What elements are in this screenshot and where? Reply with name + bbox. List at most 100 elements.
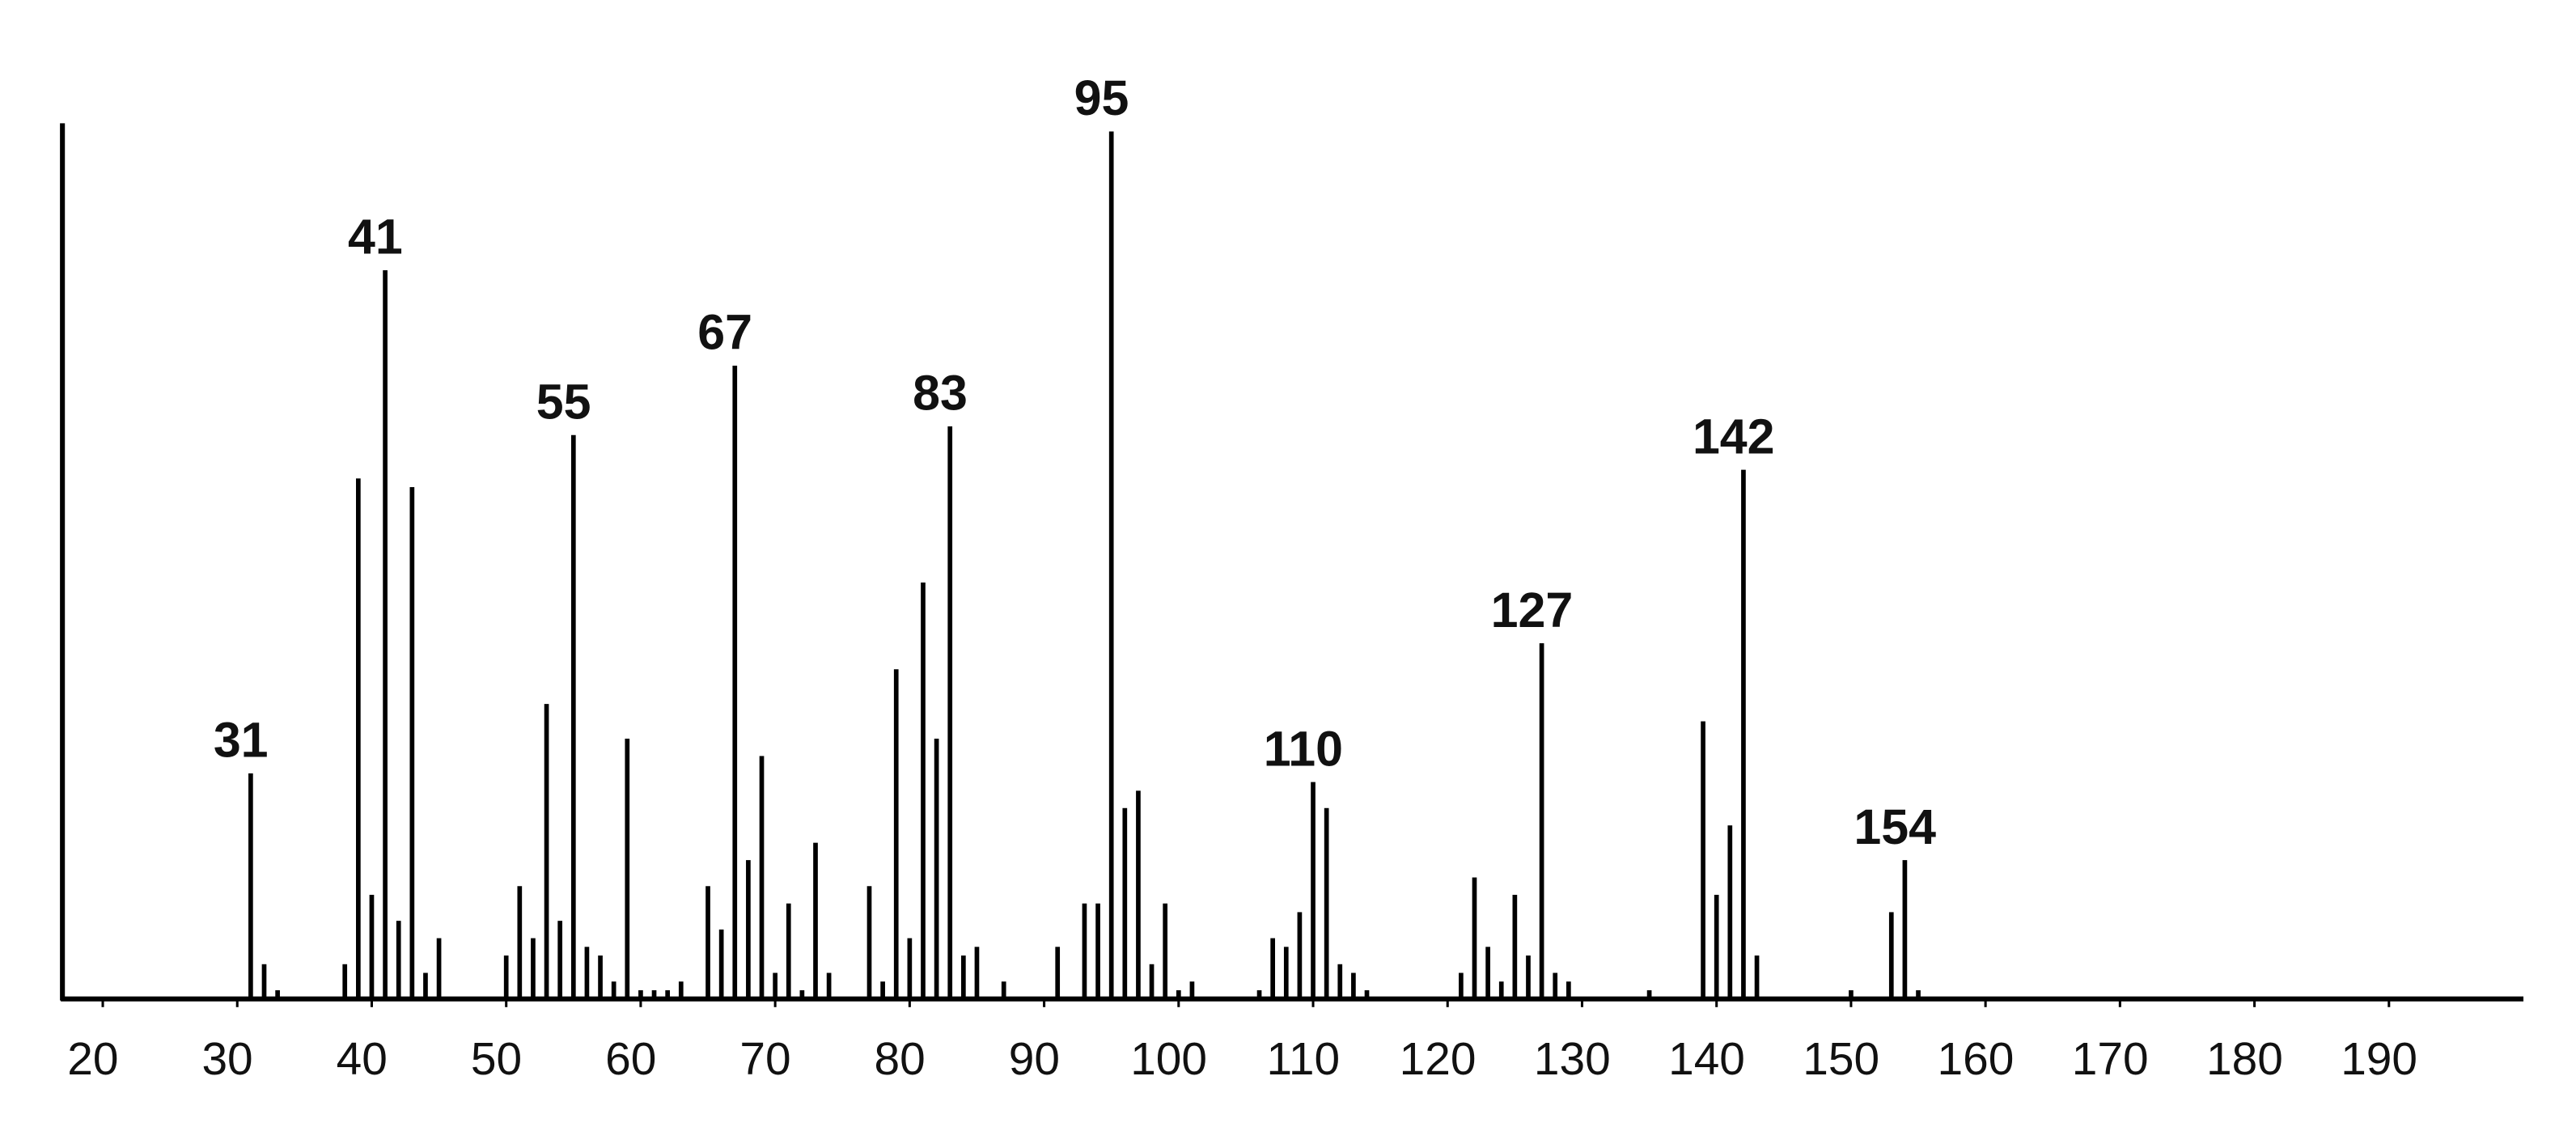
peak-bar <box>718 929 724 999</box>
x-tick-label: 30 <box>201 1034 252 1085</box>
peak-bar <box>947 426 953 999</box>
peak-bar <box>934 739 939 999</box>
peak-bar <box>1189 981 1195 999</box>
x-tick-label: 80 <box>875 1034 926 1085</box>
peak-bar <box>813 842 818 999</box>
peak-label: 154 <box>1854 799 1936 854</box>
peak-bar <box>1741 469 1746 999</box>
peak-bar <box>773 972 777 999</box>
peak-label: 31 <box>214 713 269 768</box>
peak-bar <box>383 270 388 999</box>
peak-bar <box>1283 947 1289 999</box>
peak-bar <box>584 947 590 999</box>
peak-bar <box>1311 782 1316 999</box>
peak-bar <box>1136 790 1141 999</box>
x-tick-label: 170 <box>2072 1034 2149 1085</box>
peak-bar <box>732 365 738 999</box>
peak-bar <box>1714 894 1719 999</box>
peak-label: 67 <box>697 305 752 360</box>
peak-bar <box>1108 131 1114 999</box>
peak-bar <box>678 981 684 999</box>
peak-bar <box>1270 938 1276 999</box>
peak-bar <box>1727 825 1733 999</box>
peak-bar <box>261 964 267 999</box>
peak-bar <box>1526 955 1531 999</box>
peak-bar <box>517 886 523 999</box>
peak-bar <box>423 972 428 999</box>
peak-bar <box>570 434 576 999</box>
peak-bar <box>436 938 442 999</box>
peak-bar <box>1459 972 1464 999</box>
peak-bar <box>1566 981 1571 999</box>
peak-bar <box>1916 989 1921 999</box>
peak-bar <box>611 981 616 999</box>
peak-bar <box>1888 912 1894 999</box>
peak-bar <box>1553 972 1558 999</box>
peak-bar <box>342 964 348 999</box>
peak-bar <box>1176 989 1181 999</box>
peak-bar <box>1485 947 1490 999</box>
peak-bar <box>1095 903 1100 999</box>
peak-bar <box>369 894 375 999</box>
peak-bar <box>1539 643 1544 999</box>
peak-bar <box>759 756 765 999</box>
peak-label: 127 <box>1491 583 1574 638</box>
peak-bar <box>974 947 980 999</box>
peak-bar <box>531 938 536 999</box>
peak-bar <box>503 955 509 999</box>
peak-bar <box>893 669 899 999</box>
peak-bar <box>1337 964 1343 999</box>
peak-bar <box>1498 981 1504 999</box>
peak-bar <box>1324 807 1329 999</box>
peak-label: 95 <box>1074 70 1129 125</box>
x-tick-label: 60 <box>605 1034 656 1085</box>
x-tick-label: 130 <box>1534 1034 1611 1085</box>
peak-label: 110 <box>1264 721 1343 776</box>
x-tick-label: 190 <box>2341 1034 2417 1085</box>
peak-bar <box>1754 955 1760 999</box>
peak-bar <box>1472 877 1477 999</box>
peak-bar <box>248 773 253 999</box>
peak-bar <box>705 886 710 999</box>
peak-bar <box>665 989 671 999</box>
peak-bar <box>1646 989 1652 999</box>
x-tick-label: 100 <box>1130 1034 1207 1085</box>
peak-bar <box>598 955 603 999</box>
x-tick-label: 70 <box>739 1034 790 1085</box>
x-tick-label: 120 <box>1400 1034 1477 1085</box>
peak-bar <box>1055 947 1061 999</box>
x-tick-label: 140 <box>1668 1034 1745 1085</box>
x-tick-label: 150 <box>1803 1034 1879 1085</box>
peak-bar <box>396 921 401 999</box>
peak-bar <box>1122 807 1128 999</box>
peak-bar <box>1849 989 1854 999</box>
x-tick-label: 180 <box>2206 1034 2283 1085</box>
x-tick-label: 110 <box>1267 1034 1341 1085</box>
peak-bar <box>826 972 832 999</box>
peak-bar <box>651 989 657 999</box>
peak-bar <box>799 989 805 999</box>
peak-bar <box>1082 903 1087 999</box>
peak-label: 142 <box>1693 409 1775 464</box>
peak-bar <box>625 739 630 999</box>
peak-label: 55 <box>536 374 591 429</box>
peak-bar <box>1701 721 1705 999</box>
x-tick-label: 160 <box>1938 1034 2015 1085</box>
peak-bar <box>638 989 643 999</box>
peak-bar <box>880 981 885 999</box>
peak-bar <box>1149 964 1155 999</box>
x-tick-label: 50 <box>471 1034 522 1085</box>
peak-bar <box>1256 989 1262 999</box>
peak-bar <box>1297 912 1303 999</box>
peak-bar <box>1512 894 1518 999</box>
peak-bar <box>1001 981 1006 999</box>
peak-bar <box>1351 972 1356 999</box>
x-tick-label: 40 <box>337 1034 388 1085</box>
peak-bar <box>921 583 926 999</box>
peak-bar <box>1364 989 1370 999</box>
peak-bar <box>409 487 415 999</box>
peak-bar <box>746 860 751 999</box>
x-tick-label: 90 <box>1009 1034 1060 1085</box>
